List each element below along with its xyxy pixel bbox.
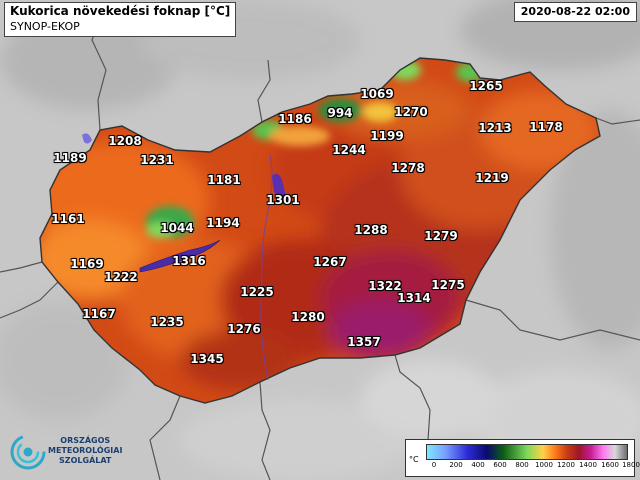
country-border — [39, 57, 601, 404]
station-value: 1276 — [227, 322, 261, 336]
station-value: 1301 — [266, 193, 300, 207]
station-value: 1357 — [347, 335, 381, 349]
legend-tick: 0 — [431, 461, 437, 469]
station-value: 1279 — [424, 229, 458, 243]
station-value: 1178 — [529, 120, 563, 134]
station-value: 1161 — [51, 212, 85, 226]
station-value: 1345 — [190, 352, 224, 366]
station-value: 1225 — [240, 285, 274, 299]
station-value: 1186 — [278, 112, 312, 126]
color-legend: °C 0 200 400 600 800 1000 1200 1400 1600… — [405, 439, 640, 477]
station-value: 1270 — [394, 105, 428, 119]
station-value: 1288 — [354, 223, 388, 237]
station-value: 1208 — [108, 134, 142, 148]
station-value: 1169 — [70, 257, 104, 271]
station-value: 1322 — [368, 279, 402, 293]
legend-tick: 1200 — [557, 461, 575, 469]
station-value: 1181 — [207, 173, 241, 187]
station-value: 1044 — [160, 221, 194, 235]
station-value: 1278 — [391, 161, 425, 175]
logo-line3: SZOLGÁLAT — [59, 456, 112, 465]
lake-ferto — [82, 133, 92, 144]
station-value: 1219 — [475, 171, 509, 185]
lake-balaton — [139, 239, 221, 273]
legend-color-bar — [426, 444, 628, 460]
budapest-river — [272, 173, 286, 198]
station-value: 994 — [327, 106, 353, 120]
station-value: 1194 — [206, 216, 240, 230]
station-value: 1222 — [104, 270, 138, 284]
station-value: 1069 — [360, 87, 394, 101]
station-value: 1167 — [82, 307, 116, 321]
station-value: 1231 — [140, 153, 174, 167]
station-value: 1244 — [332, 143, 366, 157]
legend-tick: 800 — [515, 461, 529, 469]
swirl-logo-icon — [10, 434, 46, 470]
map-subtitle: SYNOP-EKOP — [10, 20, 80, 33]
station-value: 1316 — [172, 254, 206, 268]
map-title: Kukorica növekedési foknap [°C] — [10, 4, 231, 18]
map-datetime: 2020-08-22 02:00 — [513, 2, 637, 22]
logo-line1: ORSZÁGOS — [60, 436, 111, 445]
legend-unit: °C — [409, 455, 419, 464]
station-value: 1199 — [370, 129, 404, 143]
legend-ticks: 0 200 400 600 800 1000 1200 1400 1600 18… — [418, 461, 640, 473]
logo-line2: METEOROLÓGIAI — [48, 446, 123, 455]
station-value: 1213 — [478, 121, 512, 135]
danube-river — [260, 154, 273, 381]
map-title-box: Kukorica növekedési foknap [°C] SYNOP-EK… — [4, 2, 237, 37]
station-value: 1314 — [397, 291, 431, 305]
station-value: 1280 — [291, 310, 325, 324]
logo-text: ORSZÁGOS METEOROLÓGIAI SZOLGÁLAT — [48, 436, 122, 466]
legend-tick: 600 — [493, 461, 507, 469]
legend-tick: 1600 — [601, 461, 619, 469]
station-value: 1189 — [53, 151, 87, 165]
legend-tick: 1800 — [622, 461, 640, 469]
station-value: 1265 — [469, 79, 503, 93]
station-value: 1267 — [313, 255, 347, 269]
station-value: 1235 — [150, 315, 184, 329]
legend-tick: 400 — [471, 461, 485, 469]
station-value: 1275 — [431, 278, 465, 292]
legend-tick: 1000 — [535, 461, 553, 469]
legend-tick: 200 — [449, 461, 463, 469]
omsz-logo: ORSZÁGOS METEOROLÓGIAI SZOLGÁLAT — [8, 430, 148, 476]
legend-tick: 1400 — [579, 461, 597, 469]
